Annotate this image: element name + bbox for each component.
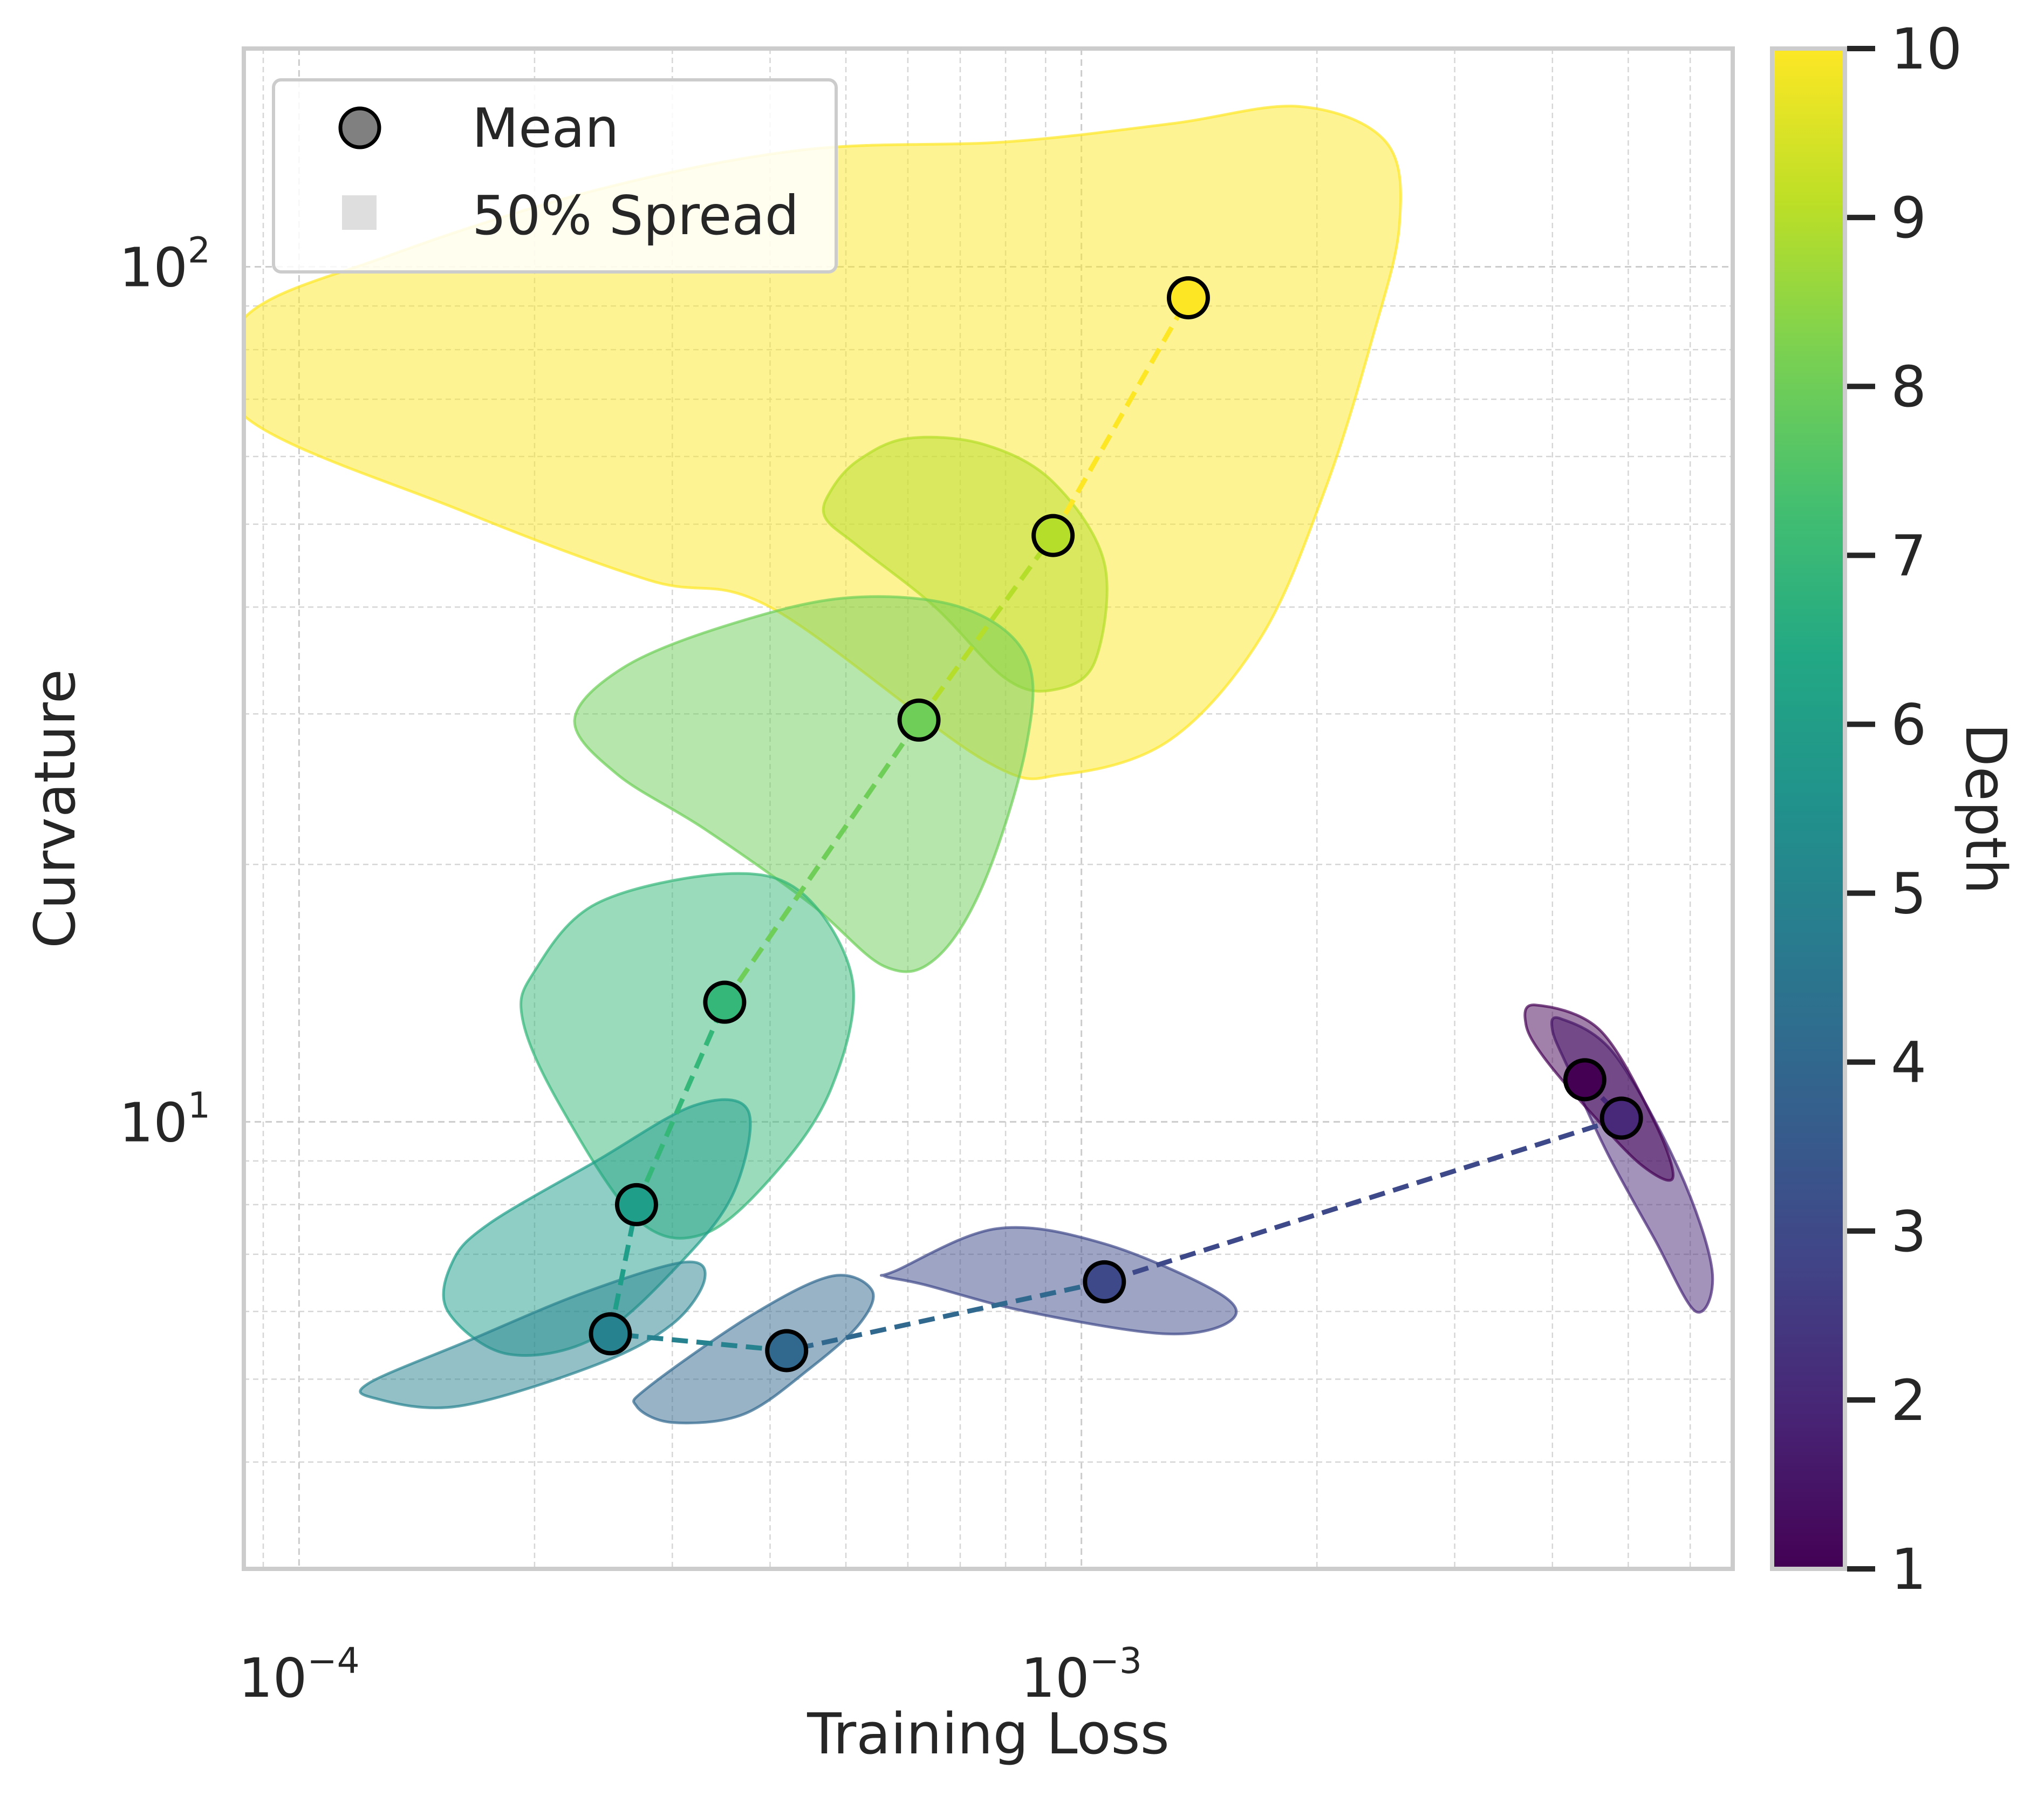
mean-marker-depth-8 <box>897 698 941 742</box>
mean-path-segment-8-9 <box>917 534 1055 722</box>
mean-marker-depth-3 <box>1083 1260 1126 1303</box>
mean-marker-depth-5 <box>589 1312 632 1356</box>
y-axis-title: Curvature <box>22 669 88 948</box>
x-tick-label: 10−3 <box>1021 1640 1142 1710</box>
mean-marker-depth-1 <box>1563 1058 1607 1102</box>
mean-path-segment-6-7 <box>634 1001 727 1206</box>
mean-path-segment-9-10 <box>1051 296 1191 537</box>
spread-region-depth-9 <box>822 435 1109 693</box>
colorbar-tick-label: 9 <box>1891 185 1926 251</box>
mean-marker-depth-6 <box>614 1183 658 1226</box>
legend: Mean 50% Spread <box>272 78 838 274</box>
colorbar-tick-label: 8 <box>1891 354 1926 420</box>
mean-marker-depth-10 <box>1166 276 1210 319</box>
mean-marker-depth-9 <box>1031 514 1075 557</box>
legend-mean-marker <box>338 106 381 149</box>
legend-box <box>272 78 838 274</box>
colorbar-tick-label: 10 <box>1891 16 1962 82</box>
mean-marker-depth-4 <box>765 1329 809 1372</box>
y-tick-label: 101 <box>119 1084 210 1154</box>
legend-spread-marker <box>342 195 377 230</box>
plot-frame <box>242 46 1735 1571</box>
spread-region-depth-3 <box>879 1226 1238 1336</box>
colorbar-tick-label: 6 <box>1891 692 1926 757</box>
mean-marker-depth-2 <box>1599 1096 1643 1140</box>
mean-path-segment-7-8 <box>722 719 921 1004</box>
mean-path-segment-4-5 <box>610 1331 787 1353</box>
mean-marker-depth-7 <box>703 980 747 1024</box>
y-axis-ticks: 101 102 <box>119 230 210 1155</box>
colorbar-tick-label: 3 <box>1891 1199 1926 1265</box>
mean-path-segment-2-3 <box>1103 1116 1622 1285</box>
spread-region-depth-8 <box>573 595 1035 973</box>
x-axis-ticks: 10−4 10−3 <box>238 1640 1142 1710</box>
x-tick-label: 10−4 <box>238 1640 360 1710</box>
colorbar-label: Depth <box>1953 723 2019 894</box>
colorbar-tick-label: 7 <box>1891 523 1926 589</box>
legend-spread-label: 50% Spread <box>472 184 799 247</box>
colorbar-tick-label: 5 <box>1891 861 1926 927</box>
colorbar-ticks: 1 2 3 4 5 6 7 8 9 10 <box>1847 16 1962 1602</box>
mean-path-segment-5-6 <box>608 1204 639 1335</box>
colorbar-tick-label: 4 <box>1891 1030 1926 1096</box>
colorbar-tick-label: 2 <box>1891 1368 1926 1433</box>
legend-mean-label: Mean <box>472 97 619 160</box>
mean-path-segment-3-4 <box>786 1279 1105 1353</box>
y-tick-label: 102 <box>119 230 210 299</box>
colorbar-gradient <box>1770 46 1847 1571</box>
mean-markers <box>589 276 1643 1372</box>
colorbar: 1 2 3 4 5 6 7 8 9 10 Depth <box>1770 16 2019 1602</box>
x-axis-title: Training Loss <box>806 1701 1170 1767</box>
colorbar-tick-label: 1 <box>1891 1536 1926 1602</box>
